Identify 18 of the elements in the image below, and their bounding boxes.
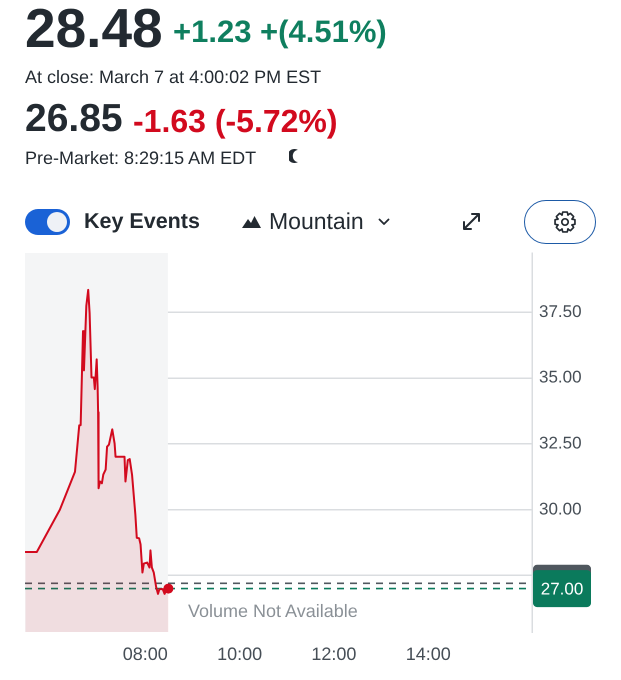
text: 26.85	[25, 97, 123, 140]
text: Pre-Market: 8:29:15 AM EDT	[25, 148, 256, 168]
y-tick-label: 35.00	[539, 368, 582, 387]
y-tick-label: 37.50	[539, 302, 582, 321]
annotation: Volume Not Available	[188, 601, 358, 621]
chart-subtitle: At close: March 7 at 4:00:02 PM EST	[25, 66, 322, 87]
ref-line-label: 27.00	[540, 579, 584, 598]
x-tick-label: 14:00	[406, 644, 451, 664]
text: -1.63 (-5.72%)	[133, 102, 338, 139]
text: Mountain	[269, 208, 364, 234]
y-tick-label: 30.00	[539, 499, 582, 518]
y-tick-label: 32.50	[539, 434, 582, 453]
x-tick-label: 08:00	[122, 644, 168, 664]
chart-title: 28.48	[25, 0, 163, 60]
x-tick-label: 12:00	[311, 644, 356, 664]
text: Key Events	[84, 208, 200, 233]
x-tick-label: 10:00	[217, 644, 262, 664]
text: +1.23 +(4.51%)	[173, 14, 387, 49]
